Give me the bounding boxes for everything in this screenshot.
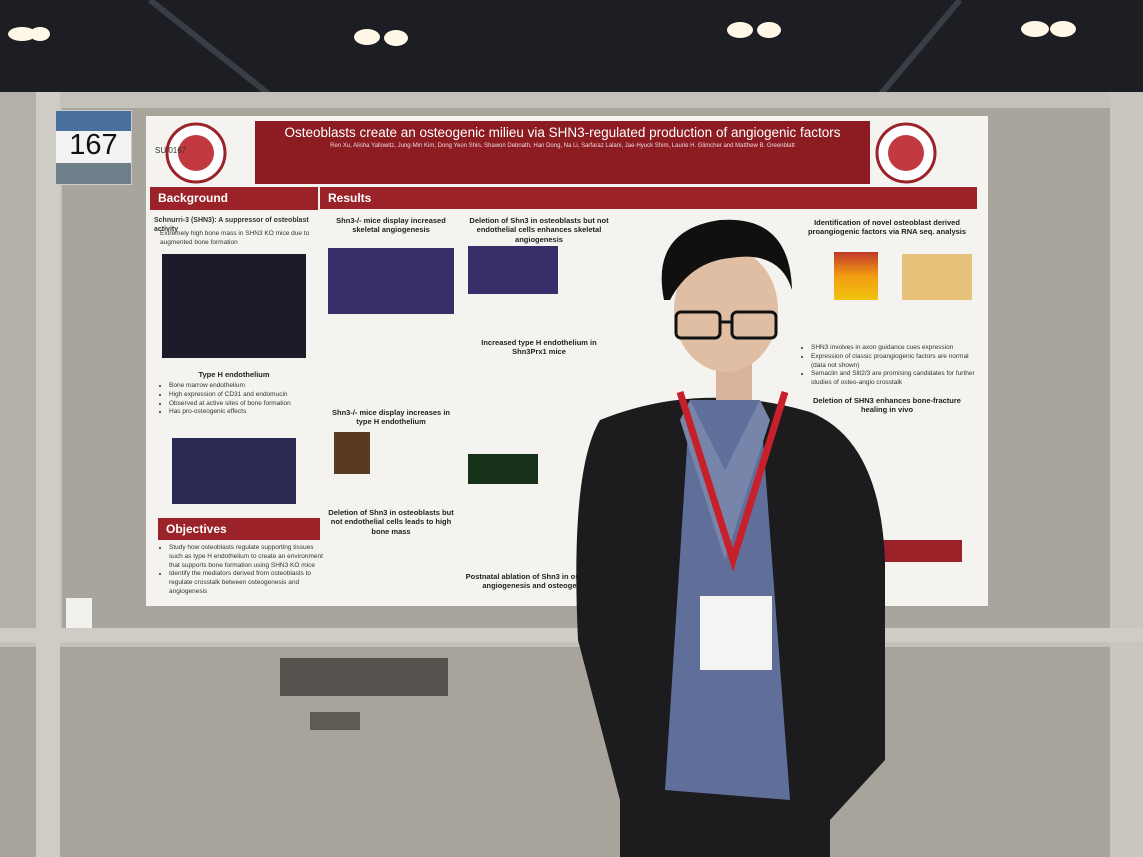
section-subtitle: Schnurri-3 (SHN3): A suppressor of osteo… [154, 217, 309, 234]
bullet: High expression of CD31 and endomucin [169, 391, 319, 400]
poster-title: Osteoblasts create an osteogenic milieu … [284, 125, 841, 140]
panel-title: Increased type H endothelium in Shn3Prx1… [481, 338, 597, 357]
bullet: Observed at active sites of bone formati… [169, 400, 319, 409]
title-bar: Osteoblasts create an osteogenic milieu … [255, 121, 870, 184]
bullet: Semaclin and Slit2/3 are promising candi… [811, 370, 981, 388]
bullet-list: Study how osteoblasts regulate supportin… [160, 544, 329, 597]
badge-number: 167 [69, 129, 118, 161]
poster-authors: Ren Xu, Alisha Yallowitz, Jung-Min Kim, … [330, 143, 795, 149]
bullet-list: Bone marrow endothelium High expression … [160, 382, 319, 417]
stain-image [334, 432, 370, 474]
bullet: Expression of classic proangiogenic fact… [811, 353, 981, 371]
panel-title: Shn3-/- mice display increases in type H… [332, 408, 450, 427]
badge-strip [56, 111, 131, 131]
section-header: Objectives [158, 518, 320, 540]
micro-ct-image [162, 254, 306, 358]
stain-image [468, 454, 538, 484]
bullet: Extremely high bone mass in SHN3 KO mice… [160, 230, 310, 246]
panel-title: Deletion of Shn3 in osteoblasts but not … [469, 216, 609, 244]
panel-title: Postnatal ablation of Shn3 in osteoblast… [465, 572, 613, 591]
bullet: Study how osteoblasts regulate supportin… [169, 544, 329, 570]
panel-title: Identification of novel osteoblast deriv… [807, 218, 967, 237]
bullet: SHN3 involves in axon guidance cues expr… [811, 344, 981, 353]
section-header: Results [320, 187, 977, 209]
stain-image [328, 248, 454, 314]
section-subtitle: Type H endothelium [198, 370, 270, 379]
stain-image [172, 438, 296, 504]
stain-image [468, 246, 558, 294]
panel-title: Shn3-/- mice display increased skeletal … [336, 216, 446, 235]
panel-title: Deletion of Shn3 in osteoblasts but not … [328, 508, 454, 536]
poster-logos [165, 122, 937, 184]
section-header: Background [150, 187, 318, 210]
board-badge: 167 [55, 110, 132, 185]
poster-code: SU 0167 [155, 146, 187, 155]
panel-title: Deletion of SHN3 enhances bone-fracture … [813, 396, 961, 415]
badge-image [56, 163, 131, 184]
bullet: Has pro-osteogenic effects [169, 408, 319, 417]
bullet: Bone marrow endothelium [169, 382, 319, 391]
heatmap [834, 252, 878, 300]
bullet: Identify the mediators derived from oste… [169, 570, 329, 596]
bullet-list: SHN3 involves in axon guidance cues expr… [802, 344, 981, 388]
heatmap [902, 254, 972, 300]
